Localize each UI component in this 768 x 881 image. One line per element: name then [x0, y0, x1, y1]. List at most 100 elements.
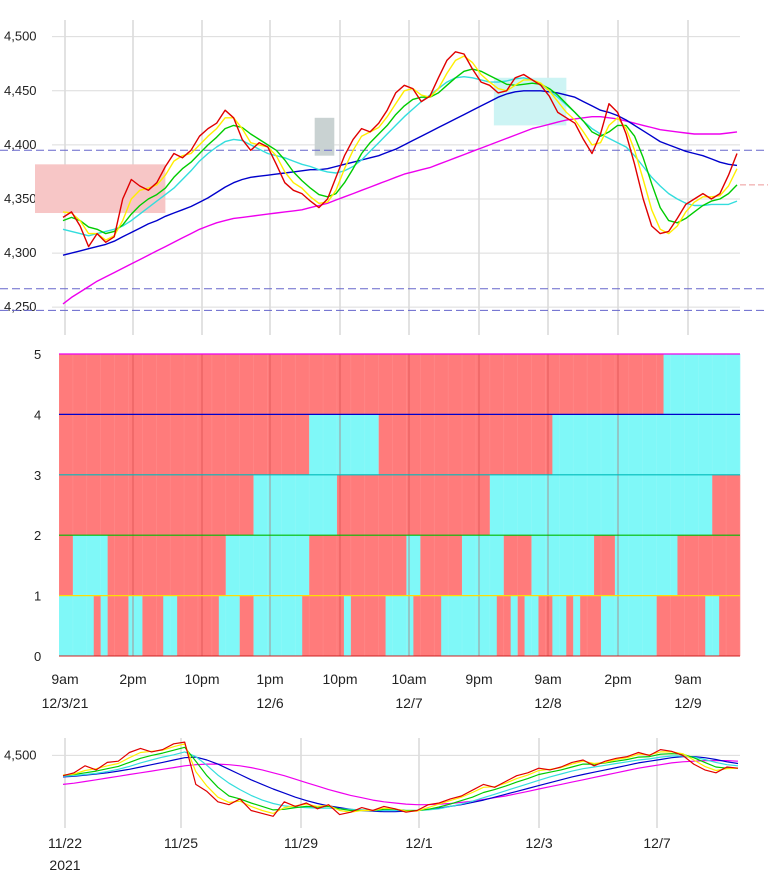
signal-segment-up	[142, 595, 164, 656]
signal-segment-down	[552, 595, 567, 656]
price-panel[interactable]: 4,250 4,300 4,350 4,400 4,450 4,500	[0, 20, 768, 335]
signal-segment-up	[496, 595, 511, 656]
signal-segment-down	[524, 595, 539, 656]
x-tick-label: 2pm	[604, 671, 631, 687]
y-tick-label: 4,250	[4, 299, 37, 314]
signal-segment-down	[59, 595, 95, 656]
x-tick-label: 9pm	[465, 671, 492, 687]
signal-segment-down	[100, 595, 108, 656]
x-tick-label: 9am	[51, 671, 78, 687]
x-tick-label: 1pm	[256, 671, 283, 687]
x-date-label: 12/8	[534, 695, 561, 711]
y-tick-label: 4,500	[4, 747, 37, 762]
overview-panel[interactable]: 4,500 11/22 11/25 11/29 12/1 12/3 12/7 2021	[4, 738, 740, 873]
zone-box	[314, 117, 335, 156]
signal-segment-up	[59, 354, 664, 415]
signal-segment-up	[107, 535, 227, 596]
x-tick-label: 12/3	[525, 835, 552, 851]
signal-segment-up	[239, 595, 254, 656]
signal-segment-up	[656, 595, 706, 656]
y-tick-label: 4	[34, 407, 41, 422]
y-tick-label: 5	[34, 347, 41, 362]
signal-segment-down	[552, 414, 741, 475]
x-tick-label: 10am	[391, 671, 426, 687]
signal-segment-down	[573, 595, 581, 656]
signal-segment-up	[420, 535, 463, 596]
x-tick-label: 11/22	[48, 835, 82, 851]
series-line-ma3	[62, 75, 738, 237]
x-tick-label: 12/7	[643, 835, 670, 851]
signal-segment-up	[566, 595, 574, 656]
x-tick-label: 10pm	[322, 671, 357, 687]
y-tick-label: 4,400	[4, 137, 37, 152]
signal-segment-up	[309, 535, 407, 596]
signal-segment-up	[93, 595, 101, 656]
x-tick-label: 11/25	[164, 835, 198, 851]
signal-segment-up	[177, 595, 220, 656]
signal-segment-up	[378, 414, 553, 475]
signal-segment-down	[705, 595, 720, 656]
series-line-ma4	[62, 90, 738, 256]
signal-segment-down	[225, 535, 310, 596]
series-line-ma5	[62, 115, 738, 305]
signal-segment-down	[531, 535, 595, 596]
series-line-ma1	[62, 55, 738, 241]
signal-segment-down	[128, 595, 143, 656]
y-tick-label: 4,450	[4, 83, 37, 98]
zone-box	[493, 77, 567, 126]
signal-segment-down	[253, 595, 303, 656]
x-tick-label: 12/1	[405, 835, 432, 851]
y-tick-label: 4,300	[4, 245, 37, 260]
signal-segment-down	[72, 535, 108, 596]
signal-segment-up	[350, 595, 386, 656]
signal-segment-up	[336, 474, 491, 536]
signal-segment-down	[218, 595, 240, 656]
y-tick-label: 4,500	[4, 29, 37, 44]
y-tick-label: 2	[34, 528, 41, 543]
signal-segment-up	[580, 595, 602, 656]
signal-segment-down	[441, 595, 498, 656]
signal-segment-up	[413, 595, 442, 656]
signal-panel[interactable]: 0 1 2 3 4 5 9am 12/3/21 2pm 10pm 1pm 12/6 10pm 10am 12…	[34, 347, 741, 711]
x-date-label: 12/9	[674, 695, 701, 711]
signal-segment-up	[594, 535, 616, 596]
signal-segment-up	[677, 535, 741, 596]
series-line-price	[62, 51, 738, 248]
signal-segment-down	[406, 535, 421, 596]
signal-segment-down	[462, 535, 505, 596]
x-tick-label: 2pm	[119, 671, 146, 687]
signal-segment-down	[253, 474, 338, 536]
y-tick-label: 3	[34, 468, 41, 483]
signal-segment-up	[302, 595, 345, 656]
series-line-ma2	[62, 68, 738, 235]
series-line-ma3	[62, 751, 739, 812]
series-line-price	[62, 741, 739, 817]
signal-segment-down	[601, 595, 657, 656]
signal-segment-down	[163, 595, 178, 656]
signal-segment-up	[538, 595, 553, 656]
series-line-ma4	[62, 755, 739, 813]
x-date-label: 12/6	[256, 695, 283, 711]
y-tick-label: 1	[34, 589, 41, 604]
signal-segment-down	[614, 535, 678, 596]
signal-segment-down	[510, 595, 518, 656]
series-line-ma5	[62, 759, 739, 806]
signal-segment-up	[712, 474, 741, 536]
x-date-label: 12/3/21	[42, 695, 89, 711]
x-tick-label: 9am	[534, 671, 561, 687]
signal-segment-up	[59, 414, 310, 475]
signal-segment-down	[489, 474, 713, 536]
signal-segment-up	[59, 474, 254, 536]
x-year-label: 2021	[49, 857, 80, 873]
signal-segment-up	[719, 595, 741, 656]
x-tick-label: 10pm	[184, 671, 219, 687]
signal-segment-up	[503, 535, 532, 596]
signal-segment-down	[309, 414, 379, 475]
signal-segment-up	[59, 535, 74, 596]
x-tick-label: 11/29	[284, 835, 318, 851]
signal-segment-down	[343, 595, 352, 656]
x-tick-label: 9am	[674, 671, 701, 687]
signal-segment-down	[663, 354, 741, 415]
signal-segment-up	[517, 595, 525, 656]
